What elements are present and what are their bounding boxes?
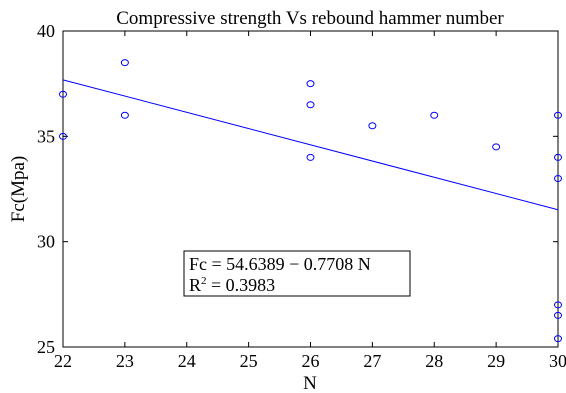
data-point <box>554 111 562 119</box>
data-point <box>554 301 562 309</box>
x-axis-label: N <box>303 373 317 393</box>
axis-ticks: 22 23 24 25 26 27 28 29 30 25 30 35 40 <box>37 21 566 371</box>
y-tick-label: 30 <box>37 232 55 252</box>
data-point <box>554 335 562 343</box>
data-point <box>368 122 377 130</box>
x-tick-label: 30 <box>549 351 566 371</box>
regression-line-group <box>62 79 559 211</box>
r-squared-symbol: R <box>189 275 201 295</box>
plot-area <box>62 30 559 348</box>
equation-box-border <box>183 250 411 297</box>
y-tick-label: 40 <box>37 21 55 41</box>
x-tick-label: 24 <box>178 351 196 371</box>
x-tick-label: 29 <box>487 351 505 371</box>
data-point <box>59 90 67 98</box>
data-point <box>492 143 501 151</box>
x-tick-label: 27 <box>363 351 381 371</box>
regression-line <box>62 79 559 211</box>
data-points <box>59 59 562 343</box>
x-tick-label: 22 <box>54 351 72 371</box>
x-tick-label: 23 <box>116 351 134 371</box>
data-point <box>554 311 562 319</box>
data-point <box>554 153 562 161</box>
x-tick-label: 26 <box>302 351 320 371</box>
y-tick-label: 25 <box>37 337 55 357</box>
y-axis-label: Fc(Mpa) <box>8 156 29 222</box>
r-squared-exponent: 2 <box>201 275 207 287</box>
data-point <box>430 111 439 119</box>
data-point <box>120 111 129 119</box>
x-tick-label: 25 <box>240 351 258 371</box>
data-point <box>554 174 562 182</box>
r-squared-value: = 0.3983 <box>207 275 276 295</box>
y-tick-label: 35 <box>37 126 55 146</box>
equation-box: Fc = 54.6389 − 0.7708 N R2 = 0.3983 <box>183 250 411 297</box>
data-point <box>120 59 129 67</box>
data-point <box>59 132 67 140</box>
data-point <box>306 80 315 88</box>
r-squared-text: R2 = 0.3983 <box>189 275 275 295</box>
equation-text: Fc = 54.6389 − 0.7708 N <box>189 254 371 274</box>
data-point <box>306 153 315 161</box>
chart-title: Compressive strength Vs rebound hammer n… <box>116 8 504 29</box>
data-point <box>306 101 315 109</box>
x-tick-label: 28 <box>425 351 443 371</box>
